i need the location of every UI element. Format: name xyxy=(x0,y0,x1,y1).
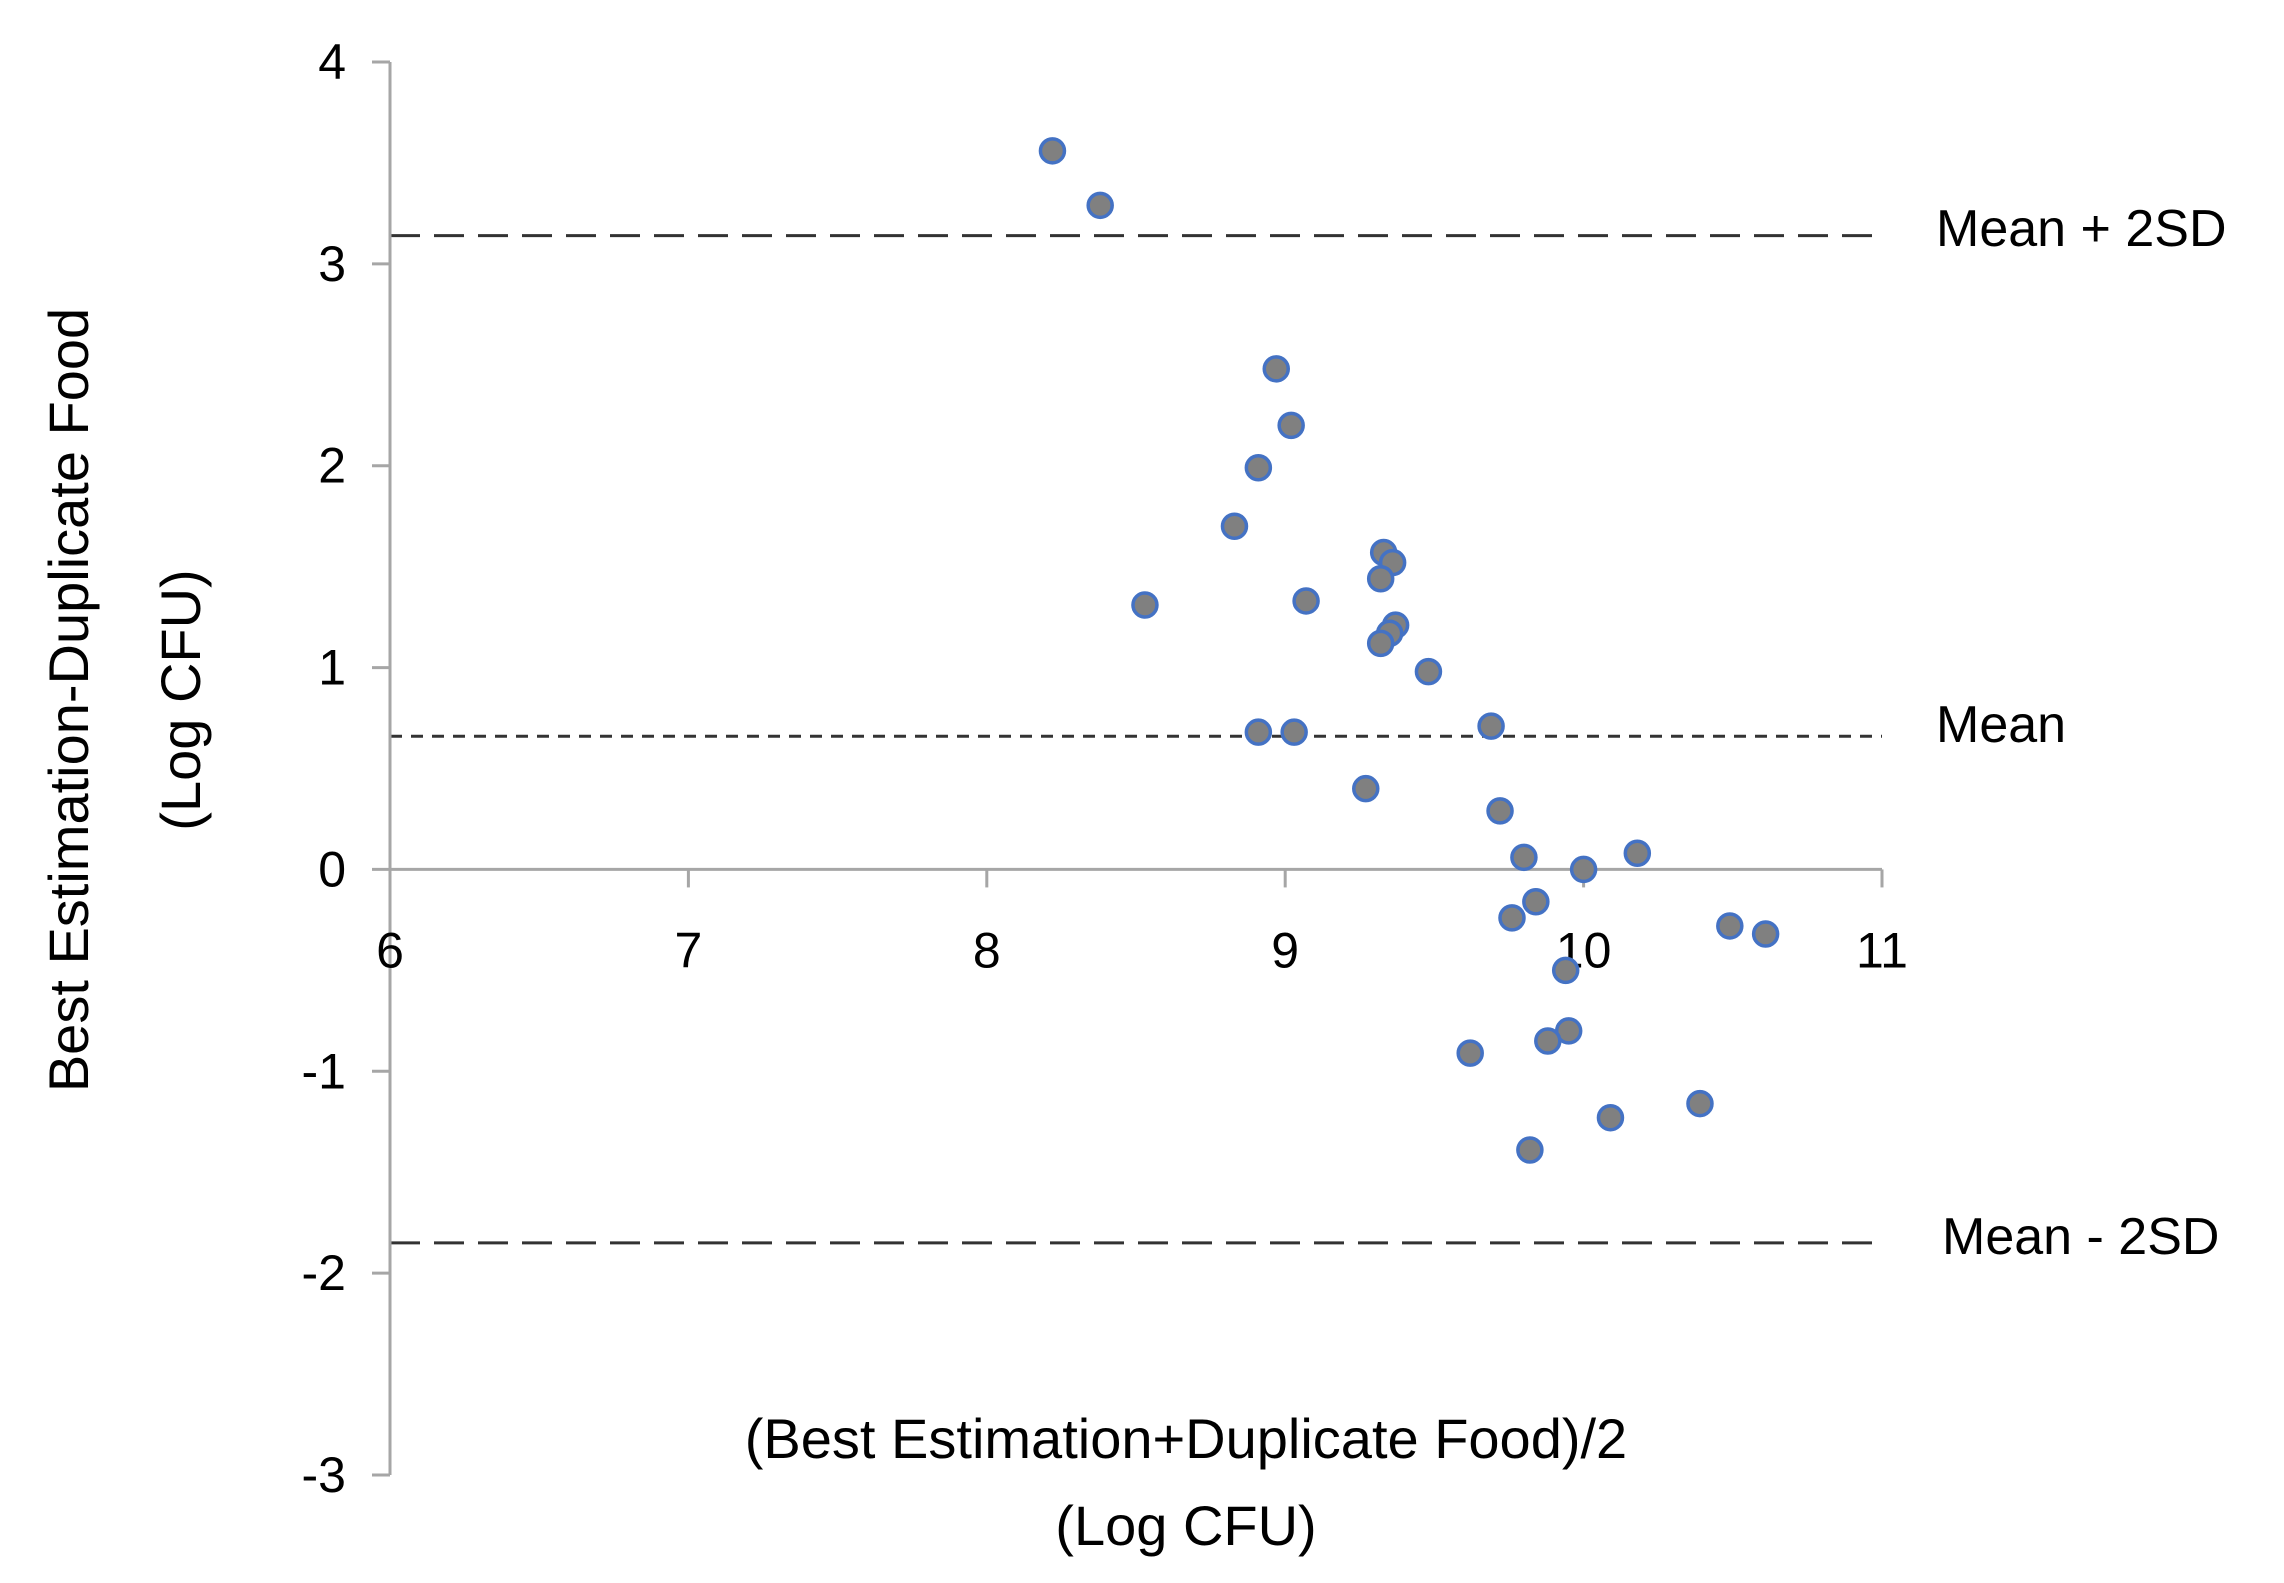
y-tick-label: 1 xyxy=(318,640,346,696)
y-tick-label: 0 xyxy=(318,841,346,897)
data-point xyxy=(1477,712,1505,740)
data-point xyxy=(1596,1103,1625,1132)
data-point xyxy=(1534,1027,1562,1055)
data-point xyxy=(1277,411,1305,440)
mean-label: Mean xyxy=(1936,696,2066,754)
data-point xyxy=(1352,774,1380,803)
data-point xyxy=(1751,920,1780,948)
y-tick-label: -1 xyxy=(302,1043,346,1099)
x-tick-label: 11 xyxy=(1856,922,1908,978)
data-point xyxy=(1280,718,1308,746)
mean-minus-2sd-label: Mean - 2SD xyxy=(1942,1208,2219,1266)
x-axis-title-line2: (Log CFU) xyxy=(1055,1494,1316,1557)
data-point xyxy=(1262,355,1290,383)
mean-plus-2sd-label: Mean + 2SD xyxy=(1936,200,2227,258)
data-point xyxy=(1569,855,1598,884)
x-tick-label: 8 xyxy=(973,922,1001,978)
y-tick-label: 2 xyxy=(318,438,346,494)
y-tick-label: -3 xyxy=(302,1447,346,1503)
data-point xyxy=(1686,1089,1714,1118)
data-point xyxy=(1366,629,1395,658)
data-point xyxy=(1456,1039,1484,1067)
x-tick-label: 9 xyxy=(1271,922,1299,978)
y-tick-label: -2 xyxy=(302,1245,346,1301)
axes xyxy=(372,60,1884,1477)
data-point xyxy=(1292,587,1320,615)
data-points xyxy=(1038,137,1780,1164)
data-point xyxy=(1498,904,1526,932)
data-point xyxy=(1522,887,1550,916)
data-point xyxy=(1486,797,1514,825)
x-axis-title-line1: (Best Estimation+Duplicate Food)/2 xyxy=(745,1407,1627,1470)
data-point xyxy=(1414,657,1443,686)
data-point xyxy=(1086,191,1114,220)
y-tick-label: 3 xyxy=(318,236,346,292)
data-point xyxy=(1716,912,1744,940)
data-point xyxy=(1623,839,1652,868)
x-tick-label: 7 xyxy=(674,922,702,978)
y-tick-label: 4 xyxy=(318,34,346,90)
x-tick-label: 6 xyxy=(376,922,404,978)
y-axis-title-line1: Best Estimation-Duplicate Food xyxy=(37,308,100,1092)
data-point xyxy=(1220,512,1249,541)
data-point xyxy=(1131,591,1159,619)
data-point xyxy=(1244,453,1273,482)
data-point xyxy=(1244,718,1273,746)
data-point xyxy=(1551,956,1580,985)
data-point xyxy=(1510,843,1538,872)
y-axis-title-line2: (Log CFU) xyxy=(149,569,212,830)
data-point xyxy=(1516,1136,1544,1164)
reference-lines xyxy=(390,234,1882,1245)
data-point xyxy=(1038,137,1067,165)
data-point xyxy=(1366,565,1395,593)
